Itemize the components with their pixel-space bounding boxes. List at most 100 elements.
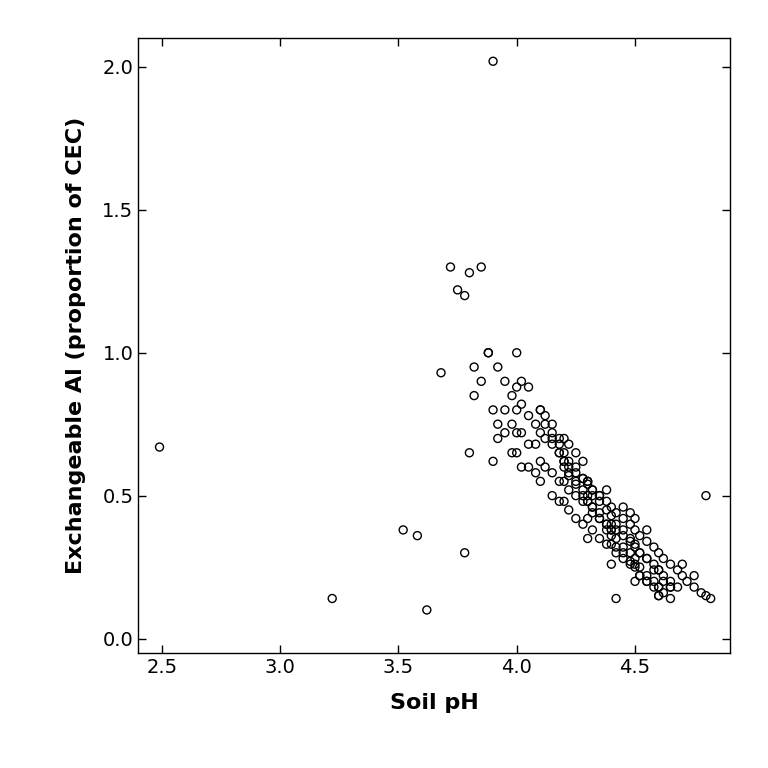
Point — [546, 418, 558, 430]
Point — [511, 381, 523, 393]
Point — [586, 489, 598, 502]
Point — [558, 455, 570, 468]
Point — [624, 532, 637, 545]
Point — [610, 524, 622, 536]
Point — [676, 570, 688, 582]
Point — [558, 475, 570, 488]
Point — [468, 361, 480, 373]
Point — [581, 478, 594, 490]
Point — [586, 501, 598, 513]
Point — [511, 404, 523, 416]
Point — [641, 524, 653, 536]
Point — [664, 592, 677, 604]
Point — [581, 475, 594, 488]
Point — [586, 484, 598, 496]
Point — [695, 587, 707, 599]
Point — [700, 590, 712, 602]
Point — [511, 447, 523, 459]
Point — [581, 489, 594, 502]
Point — [657, 570, 670, 582]
Point — [563, 469, 575, 482]
Point — [624, 518, 637, 531]
Point — [688, 581, 700, 593]
Point — [657, 587, 670, 599]
Point — [601, 504, 613, 516]
Point — [617, 541, 629, 553]
Point — [563, 438, 575, 450]
Point — [411, 529, 423, 541]
Point — [458, 290, 471, 302]
Point — [641, 535, 653, 548]
Point — [634, 547, 646, 559]
Point — [570, 489, 582, 502]
Point — [482, 346, 495, 359]
Point — [492, 432, 504, 445]
Point — [553, 432, 565, 445]
Point — [653, 547, 665, 559]
Point — [498, 376, 511, 388]
Point — [492, 418, 504, 430]
Point — [577, 489, 589, 502]
Point — [586, 501, 598, 513]
Point — [558, 447, 570, 459]
Point — [653, 564, 665, 576]
Point — [522, 461, 535, 473]
Point — [676, 558, 688, 571]
Point — [570, 475, 582, 488]
Point — [629, 538, 641, 551]
Point — [681, 575, 694, 588]
Point — [601, 524, 613, 536]
Point — [653, 581, 665, 593]
Point — [421, 604, 433, 616]
Point — [535, 455, 547, 468]
Point — [617, 512, 629, 525]
Point — [605, 524, 617, 536]
Point — [647, 558, 660, 571]
Point — [577, 495, 589, 508]
Point — [657, 552, 670, 564]
Point — [452, 283, 464, 296]
Point — [586, 484, 598, 496]
Point — [664, 558, 677, 571]
Point — [529, 438, 541, 450]
Point — [397, 524, 409, 536]
Point — [624, 507, 637, 519]
Point — [522, 438, 535, 450]
Point — [647, 564, 660, 576]
Point — [610, 532, 622, 545]
Point — [577, 518, 589, 531]
Point — [634, 547, 646, 559]
Point — [539, 418, 551, 430]
Point — [487, 455, 499, 468]
Point — [498, 404, 511, 416]
Point — [553, 495, 565, 508]
Point — [610, 541, 622, 553]
Point — [641, 570, 653, 582]
Point — [515, 426, 528, 439]
Point — [653, 590, 665, 602]
Point — [605, 524, 617, 536]
Point — [594, 489, 606, 502]
Point — [605, 558, 617, 571]
Point — [594, 532, 606, 545]
Point — [577, 472, 589, 485]
Point — [629, 561, 641, 573]
Point — [594, 507, 606, 519]
Point — [581, 532, 594, 545]
Point — [546, 426, 558, 439]
Point — [506, 389, 518, 402]
Point — [653, 564, 665, 576]
Point — [594, 512, 606, 525]
Point — [522, 381, 535, 393]
Point — [563, 455, 575, 468]
Point — [688, 570, 700, 582]
Point — [629, 512, 641, 525]
Y-axis label: Exchangeable Al (proportion of CEC): Exchangeable Al (proportion of CEC) — [65, 117, 85, 574]
Point — [610, 592, 622, 604]
Point — [546, 432, 558, 445]
Point — [594, 512, 606, 525]
Point — [553, 447, 565, 459]
Point — [610, 507, 622, 519]
Point — [529, 467, 541, 479]
Point — [605, 538, 617, 551]
